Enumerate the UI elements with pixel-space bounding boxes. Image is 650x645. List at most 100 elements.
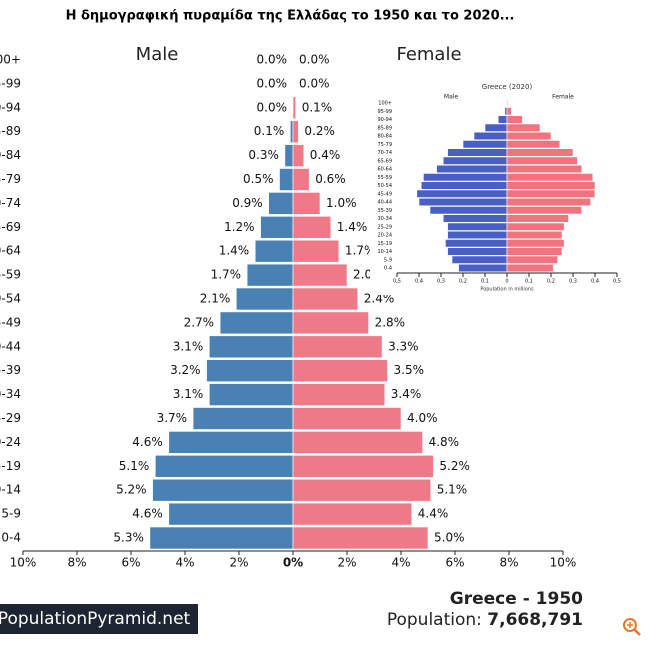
bar	[506, 222, 565, 231]
bar	[506, 173, 594, 182]
value-label: 1.0%	[326, 196, 357, 210]
bar	[292, 96, 297, 120]
value-label: 0.0%	[299, 76, 330, 90]
bar	[292, 359, 388, 383]
y-tick-label: 100+	[378, 101, 392, 107]
value-label: 4.0%	[407, 411, 438, 425]
value-label: 2.1%	[200, 292, 231, 306]
y-tick-label: 40-44	[0, 339, 21, 353]
value-label: 3.1%	[173, 339, 204, 353]
bar	[506, 131, 552, 141]
bar	[506, 107, 512, 116]
country-year: Greece - 1950	[450, 589, 583, 609]
bar	[292, 239, 340, 263]
x-tick-label: 0	[505, 279, 508, 285]
bar	[292, 407, 402, 430]
value-label: 5.1%	[119, 459, 150, 473]
x-tick-label: 0,3	[437, 279, 445, 285]
bar	[442, 214, 508, 223]
bar	[219, 311, 294, 335]
value-label: 0.4%	[310, 148, 341, 162]
value-label: 1.4%	[337, 220, 368, 234]
population-value: 7,668,791	[487, 610, 583, 630]
y-tick-label: 85-89	[0, 124, 21, 138]
bar	[423, 173, 508, 182]
value-label: 1.2%	[224, 220, 255, 234]
bar	[447, 148, 508, 157]
y-tick-label: 10-14	[0, 483, 21, 497]
x-tick-label: 2%	[229, 556, 248, 570]
y-tick-label: 5-9	[1, 507, 21, 521]
bar	[289, 120, 294, 143]
bar	[292, 216, 332, 239]
bar	[209, 383, 294, 406]
bar	[447, 230, 508, 240]
y-tick-label: 35-39	[377, 208, 392, 214]
y-tick-label: 75-79	[0, 172, 21, 186]
bar	[506, 164, 583, 174]
bar	[292, 120, 299, 143]
value-label: 5.2%	[116, 483, 147, 497]
bar	[458, 263, 508, 273]
bar	[462, 140, 508, 149]
bar	[506, 263, 554, 273]
bar	[246, 263, 294, 287]
x-tick-label: 0,2	[547, 279, 555, 285]
bar	[284, 144, 294, 167]
bar	[192, 407, 294, 430]
y-tick-label: 25-29	[0, 411, 21, 425]
bar	[292, 454, 434, 478]
value-label: 3.3%	[388, 339, 419, 353]
bar	[497, 115, 508, 124]
bar	[506, 230, 563, 240]
population-line: Population: 7,668,791	[387, 610, 583, 630]
y-tick-label: 30-34	[377, 216, 392, 222]
y-tick-label: 65-69	[0, 220, 21, 234]
brand: PopulationPyramid.net	[0, 609, 191, 629]
y-tick-label: 60-64	[377, 167, 392, 173]
y-tick-label: 90-94	[0, 100, 21, 114]
y-tick-label: 45-49	[377, 191, 392, 197]
bar	[152, 478, 294, 502]
bar	[506, 156, 578, 165]
value-label: 0.2%	[304, 124, 335, 138]
bar	[416, 189, 508, 198]
y-tick-label: 40-44	[377, 200, 392, 206]
bar	[292, 263, 348, 287]
x-tick-label: 0,2	[459, 279, 467, 285]
bar	[506, 123, 541, 132]
bar	[445, 239, 508, 248]
y-tick-label: 95-99	[0, 76, 21, 90]
y-tick-label: 0-4	[1, 531, 21, 545]
value-label: 5.3%	[113, 531, 144, 545]
page-title: Η δημογραφική πυραμίδα της Ελλάδας το 19…	[66, 9, 515, 24]
x-tick-label: 8%	[499, 556, 518, 570]
legend-label: Male	[136, 44, 179, 65]
bar	[429, 206, 508, 215]
x-tick-label: 0,4	[415, 279, 423, 285]
bar	[155, 454, 294, 478]
legend-label: Male	[444, 94, 459, 101]
bar	[292, 502, 413, 526]
bar	[292, 144, 305, 167]
bar	[506, 148, 574, 157]
value-label: 0.0%	[257, 100, 288, 114]
value-label: 3.7%	[157, 411, 188, 425]
x-tick-label: 4%	[391, 556, 410, 570]
bar	[292, 383, 386, 406]
bar	[268, 192, 294, 215]
bar	[168, 431, 294, 454]
x-tick-label: 6%	[445, 556, 464, 570]
y-tick-label: 20-24	[377, 233, 392, 239]
value-label: 0.3%	[248, 148, 279, 162]
x-axis-label: Population in millions	[480, 287, 534, 293]
value-label: 4.6%	[132, 507, 163, 521]
bar	[506, 206, 583, 215]
y-tick-label: 75-79	[377, 142, 392, 148]
value-label: 5.0%	[434, 531, 465, 545]
zoom-icon[interactable]	[623, 618, 641, 636]
value-label: 0.0%	[257, 53, 288, 67]
x-tick-label: 0,3	[569, 279, 577, 285]
x-tick-label: 8%	[67, 556, 86, 570]
y-tick-label: 55-59	[377, 175, 392, 181]
